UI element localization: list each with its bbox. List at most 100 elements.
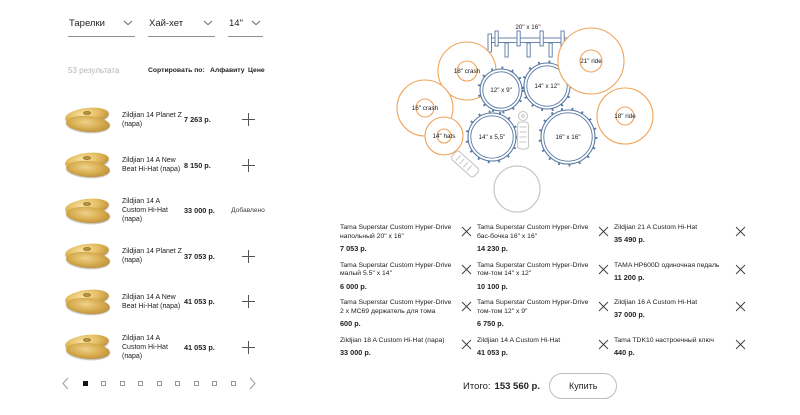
product-price: 7 263 р. [184, 115, 211, 125]
product-row[interactable]: Zildjian 14 A New Beat Hi-Hat (пара) 8 15… [62, 143, 266, 189]
cart-item: Tama Superstar Custom Hyper-Drive малый … [340, 262, 473, 300]
product-action [232, 112, 264, 127]
close-icon [598, 301, 609, 312]
filter-dropdown-size[interactable]: 14" [228, 14, 263, 37]
diagram-label: 20" x 16" [515, 24, 540, 31]
remove-item-button[interactable] [461, 226, 472, 237]
page-dot[interactable] [119, 381, 125, 386]
cart-column: Tama Superstar Custom Hyper-Drive наполь… [340, 224, 473, 374]
sort-option-alphabet[interactable]: Алфавиту [210, 67, 245, 74]
add-product-button[interactable] [241, 340, 256, 355]
add-product-button[interactable] [241, 249, 256, 264]
chevron-down-icon [203, 18, 213, 29]
remove-item-button[interactable] [461, 339, 472, 350]
product-price: 8 150 р. [184, 160, 211, 170]
sort-option-price[interactable]: Цене [248, 67, 265, 74]
total-label: Итого: [463, 380, 491, 392]
remove-item-button[interactable] [735, 264, 746, 275]
drumkit-diagram: 20" x 16" 18" crash 16" crash 14" hats 12" x… [396, 24, 654, 213]
filter-dropdown-category[interactable]: Тарелки [68, 14, 135, 37]
close-icon [461, 301, 472, 312]
cart-item-price: 6 000 р. [340, 281, 367, 291]
page-dot[interactable] [101, 381, 106, 386]
product-thumbnail [62, 148, 114, 182]
product-row[interactable]: Zildjian 14 A New Beat Hi-Hat (пара) 41 0… [62, 279, 266, 325]
remove-item-button[interactable] [598, 339, 609, 350]
page-dot[interactable] [230, 381, 236, 386]
cart-item-name: Tama Superstar Custom Hyper-Drive бас-бо… [477, 224, 589, 240]
remove-item-button[interactable] [598, 264, 609, 275]
cart-item: Zildjian 21 A Custom Hi-Hat 35 490 р. [614, 224, 747, 262]
cart-item: Zildjian 14 A Custom Hi-Hat 41 053 р. [477, 337, 610, 375]
close-icon [598, 264, 609, 274]
product-price: 41 053 р. [184, 297, 215, 307]
close-icon [461, 264, 472, 274]
hihat-pedal-icon [450, 150, 480, 178]
cart-item: Zildjian 18 A Custom Hi-Hat (пара) 33 000… [340, 337, 473, 375]
cart-item-name: TAMA HP600D одиночная педаль [614, 261, 720, 269]
cart-item-price: 37 000 р. [614, 310, 645, 320]
page-dot[interactable] [212, 381, 217, 386]
sort-by-label: Сортировать по: [148, 67, 205, 74]
page-dot[interactable] [175, 381, 180, 386]
close-icon [598, 339, 609, 349]
filter-size-value: 14" [229, 18, 243, 29]
cart-item-price: 600 р. [340, 319, 361, 329]
product-row[interactable]: Zildjian 14 Planet Z (пара) 7 263 р. [62, 97, 266, 143]
plus-icon [241, 295, 255, 309]
cart-item-name: Tama Superstar Custom Hyper-Drive том-то… [477, 299, 589, 315]
plus-icon [241, 158, 255, 172]
remove-item-button[interactable] [735, 226, 746, 237]
product-price: 33 000 р. [184, 206, 215, 216]
cymbal-circle [596, 87, 654, 145]
rack-bar [487, 30, 569, 58]
cart-item-price: 440 р. [614, 347, 635, 357]
chevron-left-icon [62, 377, 69, 390]
remove-item-button[interactable] [461, 264, 472, 275]
page-dot[interactable] [82, 381, 88, 386]
product-action [232, 340, 264, 355]
cart-item-price: 6 750 р. [477, 319, 504, 329]
close-icon [461, 226, 472, 237]
chevron-down-icon [251, 18, 261, 29]
cart-item-name: Tama TDK10 настроечный ключ [614, 336, 714, 344]
cart-item-name: Tama Superstar Custom Hyper-Drive том-то… [477, 261, 589, 278]
total-value: 153 560 р. [494, 380, 540, 392]
product-thumbnail [62, 285, 114, 319]
cart-item-price: 33 000 р. [340, 347, 371, 357]
next-page-button[interactable] [249, 377, 256, 390]
product-row[interactable]: Zildjian 14 A Custom Hi-Hat (пара) 41 053… [62, 325, 266, 371]
chevron-right-icon [249, 377, 256, 390]
filter-dropdown-subcategory[interactable]: Хай-хет [148, 14, 215, 37]
cart-column: Zildjian 21 A Custom Hi-Hat 35 490 р. TAMA… [614, 224, 747, 374]
prev-page-button[interactable] [62, 377, 69, 390]
add-product-button[interactable] [241, 158, 256, 173]
cart-item-name: Zildjian 18 A Custom Hi-Hat (пара) [340, 336, 445, 344]
page-dot[interactable] [138, 381, 143, 386]
remove-item-button[interactable] [735, 301, 746, 312]
remove-item-button[interactable] [598, 301, 609, 312]
buy-button[interactable]: Купить [548, 373, 618, 399]
page-dot[interactable] [156, 381, 162, 386]
cymbal-circle [424, 116, 464, 156]
product-price: 41 053 р. [184, 342, 215, 352]
remove-item-button[interactable] [735, 339, 746, 350]
cart-item-price: 35 490 р. [614, 235, 645, 245]
drum-circle [477, 66, 525, 114]
diagram-label: 16" crash [412, 105, 439, 112]
product-action [232, 249, 264, 264]
add-product-button[interactable] [241, 294, 256, 309]
remove-item-button[interactable] [461, 301, 472, 312]
product-row[interactable]: Zildjian 14 A Custom Hi-Hat (пара) 33 000… [62, 188, 266, 234]
add-product-button[interactable] [241, 112, 256, 127]
page-dot[interactable] [193, 381, 199, 386]
cart-item: Tama Superstar Custom Hyper-Drive 2 x MC… [340, 299, 473, 337]
diagram-label: 21" ride [580, 58, 602, 65]
cymbal-circle [557, 27, 625, 95]
remove-item-button[interactable] [598, 226, 609, 237]
product-row[interactable]: Zildjian 14 Planet Z (пара) 37 053 р. [62, 234, 266, 280]
product-price: 37 053 р. [184, 251, 215, 261]
plus-icon [241, 113, 255, 127]
cart-item: Zildjian 16 A Custom Hi-Hat 37 000 р. [614, 299, 747, 337]
cart-item-name: Tama Superstar Custom Hyper-Drive 2 x MC… [340, 299, 452, 315]
